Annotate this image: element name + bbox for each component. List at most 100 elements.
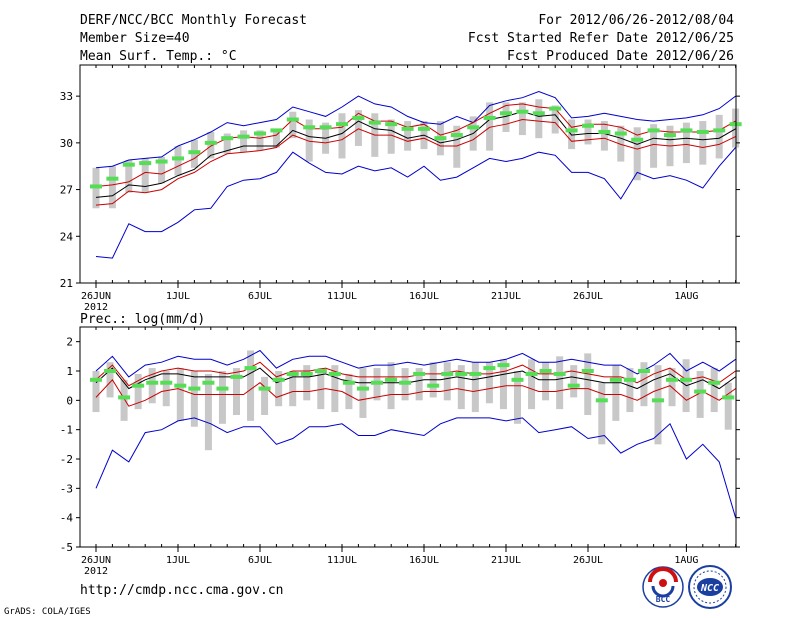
ensemble-marker bbox=[399, 380, 412, 385]
spread-box bbox=[289, 111, 297, 139]
ensemble-marker bbox=[368, 120, 381, 125]
spread-box bbox=[650, 124, 658, 168]
spread-box bbox=[272, 131, 280, 148]
ensemble-marker bbox=[90, 377, 102, 382]
x-tick-label: 6JUL bbox=[248, 291, 272, 302]
ensemble-marker bbox=[713, 128, 726, 133]
ensemble-marker bbox=[427, 383, 440, 388]
spread-box bbox=[261, 376, 269, 415]
ensemble-marker bbox=[631, 137, 644, 142]
spread-box bbox=[654, 365, 662, 445]
spread-box bbox=[502, 102, 510, 132]
spread-box bbox=[528, 359, 536, 410]
ncc-logo: NCC bbox=[688, 565, 732, 609]
spread-box bbox=[106, 362, 114, 398]
spread-box bbox=[626, 368, 634, 413]
x-tick-label: 16JUL bbox=[409, 291, 439, 302]
spread-box bbox=[715, 114, 723, 159]
ensemble-marker bbox=[270, 128, 283, 133]
source-url[interactable]: http://cmdp.ncc.cma.gov.cn bbox=[80, 583, 284, 598]
ensemble-marker bbox=[303, 125, 316, 130]
spread-box bbox=[92, 371, 100, 413]
x-tick-label: 16JUL bbox=[409, 555, 439, 566]
ensemble-marker bbox=[614, 131, 627, 136]
ensemble-marker bbox=[539, 369, 552, 373]
ensemble-marker bbox=[216, 386, 229, 391]
ensemble-marker bbox=[352, 115, 365, 120]
ensemble-marker bbox=[664, 133, 676, 138]
spread-box bbox=[331, 365, 339, 413]
spread-box bbox=[338, 113, 346, 159]
y-tick-label: 27 bbox=[60, 184, 73, 197]
ensemble-marker bbox=[172, 156, 184, 161]
x-tick-label: 21JUL bbox=[491, 555, 521, 566]
ensemble-marker bbox=[483, 115, 496, 120]
spread-box bbox=[303, 365, 311, 401]
spread-box bbox=[359, 368, 367, 418]
ensemble-marker bbox=[455, 371, 468, 376]
x-tick-label: 26JUN bbox=[81, 291, 111, 302]
ensemble-marker bbox=[202, 380, 215, 385]
ensemble-marker bbox=[286, 117, 299, 122]
spread-box bbox=[125, 159, 133, 193]
spread-box bbox=[499, 359, 507, 410]
spread-box bbox=[724, 382, 732, 430]
ensemble-marker bbox=[532, 111, 545, 116]
ensemble-marker bbox=[237, 134, 250, 139]
y-tick-label: 21 bbox=[60, 277, 73, 290]
header-variable: Mean Surf. Temp.: °C bbox=[80, 49, 237, 64]
spread-box bbox=[485, 362, 493, 404]
ensemble-marker bbox=[680, 377, 693, 382]
bcc-logo: BCC bbox=[642, 566, 684, 608]
grads-credit: GrADS: COLA/IGES bbox=[4, 607, 91, 617]
series-max-line bbox=[95, 90, 736, 169]
ensemble-marker bbox=[146, 380, 159, 385]
spread-box bbox=[535, 99, 543, 139]
y-tick-label: -2 bbox=[60, 453, 73, 466]
spread-box bbox=[162, 371, 170, 407]
spread-box bbox=[568, 119, 576, 150]
y-tick-label: 2 bbox=[66, 336, 73, 349]
ensemble-marker bbox=[401, 126, 414, 131]
series-min-line bbox=[95, 417, 737, 518]
spread-box bbox=[204, 373, 212, 451]
x-tick-label: 1AUG bbox=[674, 291, 698, 302]
y-tick-label: 33 bbox=[60, 90, 73, 103]
header-produced-date: Fcst Produced Date 2012/06/26 bbox=[507, 49, 734, 64]
spread-box bbox=[457, 365, 465, 410]
spread-box bbox=[551, 105, 559, 134]
spread-box bbox=[453, 125, 461, 168]
ensemble-marker bbox=[680, 128, 693, 133]
spread-box bbox=[148, 368, 156, 404]
ensemble-marker bbox=[188, 386, 201, 391]
header-member-size: Member Size=40 bbox=[80, 31, 190, 46]
ensemble-marker bbox=[694, 389, 707, 394]
y-tick-label: 1 bbox=[66, 365, 73, 378]
spread-box bbox=[240, 130, 248, 153]
spread-box bbox=[640, 362, 648, 407]
series-lower-line bbox=[95, 378, 736, 407]
x-tick-label: 1JUL bbox=[166, 291, 190, 302]
ensemble-marker bbox=[118, 395, 131, 400]
series-max-line bbox=[95, 349, 736, 378]
ensemble-marker bbox=[188, 150, 201, 155]
x-tick-label: 6JUL bbox=[248, 555, 272, 566]
spread-box bbox=[542, 362, 550, 401]
series-mean-line bbox=[95, 367, 736, 390]
ensemble-marker bbox=[637, 369, 650, 373]
ensemble-marker bbox=[254, 131, 266, 136]
ensemble-marker bbox=[582, 123, 594, 128]
x-tick-label: 26JUL bbox=[573, 291, 603, 302]
spread-box bbox=[108, 166, 116, 209]
y-tick-label: -5 bbox=[60, 541, 73, 554]
ensemble-marker bbox=[160, 380, 173, 385]
y-tick-label: -1 bbox=[60, 424, 73, 437]
spread-box bbox=[443, 362, 451, 401]
spread-box bbox=[305, 119, 313, 162]
ensemble-marker bbox=[258, 386, 271, 391]
spread-box bbox=[514, 371, 521, 424]
spread-box bbox=[247, 350, 255, 421]
ensemble-marker bbox=[652, 398, 664, 403]
ensemble-marker bbox=[565, 128, 578, 133]
